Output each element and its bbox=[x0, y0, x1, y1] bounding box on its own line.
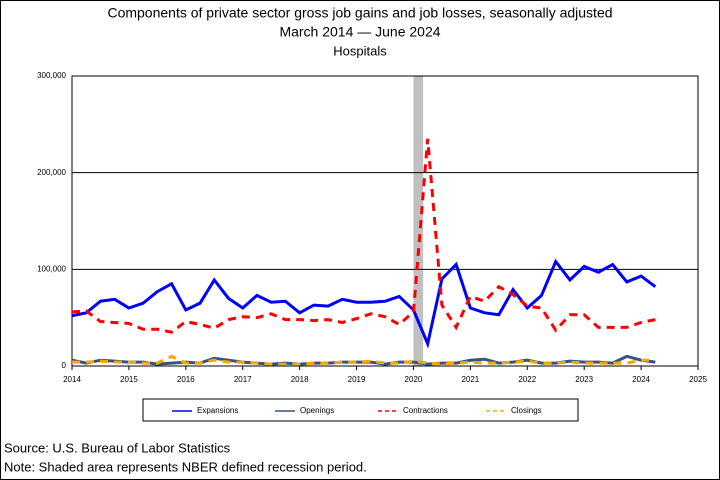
x-tick-label: 2014 bbox=[63, 375, 81, 384]
note: Note: Shaded area represents NBER define… bbox=[4, 459, 367, 474]
chart-subtitle: March 2014 — June 2024 bbox=[279, 24, 440, 40]
legend-label: Openings bbox=[300, 406, 334, 415]
x-tick-label: 2020 bbox=[405, 375, 423, 384]
series-line bbox=[71, 258, 657, 349]
chart-subtitle: Hospitals bbox=[333, 43, 387, 58]
x-tick-label: 2021 bbox=[461, 375, 479, 384]
source: Source: U.S. Bureau of Labor Statistics bbox=[4, 440, 231, 455]
y-tick-label: 200,000 bbox=[37, 168, 66, 177]
legend-box bbox=[142, 398, 579, 422]
chart-title: Components of private sector gross job g… bbox=[107, 5, 612, 21]
x-tick-label: 2016 bbox=[177, 375, 195, 384]
recession-shade bbox=[413, 76, 424, 366]
x-tick-label: 2022 bbox=[518, 375, 536, 384]
x-tick-label: 2019 bbox=[348, 375, 366, 384]
y-tick-label: 100,000 bbox=[37, 264, 66, 273]
plot-frame bbox=[71, 75, 699, 367]
series-line bbox=[71, 138, 656, 334]
x-tick-label: 2018 bbox=[291, 375, 309, 384]
x-tick-label: 2023 bbox=[575, 375, 593, 384]
legend-label: Expansions bbox=[197, 406, 238, 415]
y-tick-label: 0 bbox=[62, 361, 67, 370]
x-tick-label: 2025 bbox=[689, 375, 707, 384]
x-tick-label: 2017 bbox=[234, 375, 252, 384]
x-tick-label: 2024 bbox=[632, 375, 650, 384]
legend-label: Closings bbox=[511, 406, 542, 415]
y-tick-label: 300,000 bbox=[37, 71, 66, 80]
x-tick-label: 2015 bbox=[120, 375, 138, 384]
series-line bbox=[72, 354, 656, 366]
legend-label: Contractions bbox=[403, 406, 448, 415]
